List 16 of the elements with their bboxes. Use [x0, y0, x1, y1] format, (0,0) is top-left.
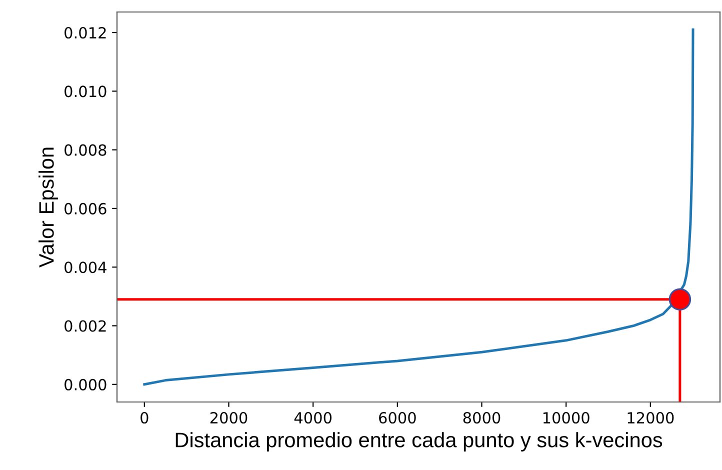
y-tick-label: 0.012	[64, 26, 106, 39]
y-tick-label: 0.010	[64, 86, 106, 98]
y-tick-label: 0.000	[64, 378, 106, 390]
x-tick-label: 6000	[379, 412, 416, 424]
x-tick-label: 8000	[463, 412, 500, 424]
x-tick-label: 12000	[628, 412, 674, 424]
x-tick-label: 0	[140, 412, 148, 424]
y-axis-title: Valor Epsilon	[38, 148, 58, 268]
x-tick-label: 2000	[210, 412, 248, 424]
y-tick-label: 0.008	[64, 144, 106, 156]
x-tick-label: 10000	[543, 412, 590, 424]
y-tick-label: 0.006	[64, 202, 106, 214]
y-tick-label: 0.004	[64, 262, 106, 274]
y-tick-label: 0.002	[64, 320, 106, 332]
x-axis-title: Distancia promedio entre cada punto y sus k-vecinos	[176, 432, 662, 452]
x-tick-label: 4000	[294, 412, 332, 424]
